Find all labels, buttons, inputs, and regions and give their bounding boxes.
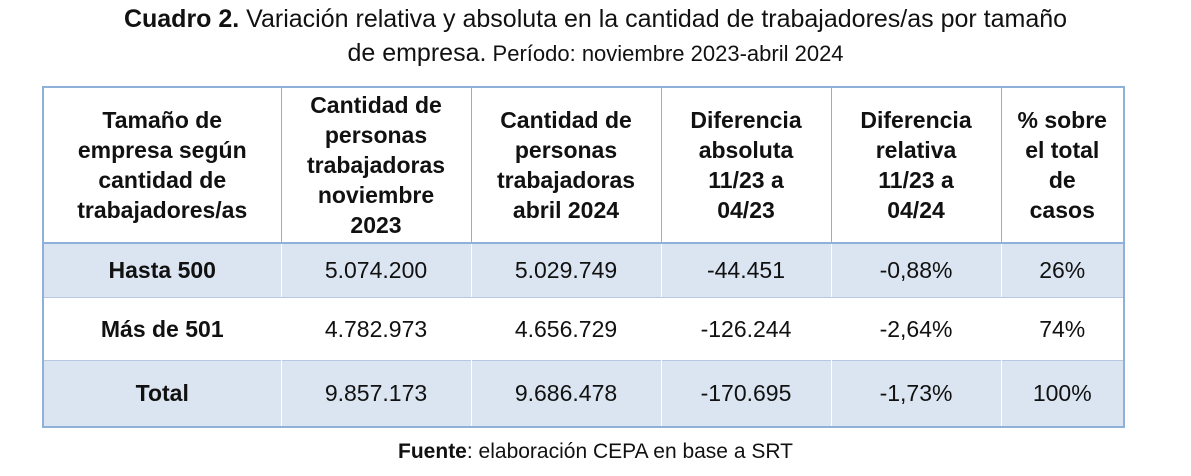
- table-cell: -44.451: [660, 243, 832, 298]
- table-row: Más de 501 4.782.973 4.656.729 -126.244 …: [42, 297, 1125, 361]
- source-label: Fuente: [398, 440, 467, 463]
- caption-label: Cuadro 2.: [123, 5, 240, 33]
- table-cell: 100%: [1000, 360, 1125, 428]
- table-cell: -1,73%: [830, 360, 1002, 428]
- row-label: Total: [42, 360, 282, 428]
- table-cell: -126.244: [660, 297, 832, 361]
- caption-line-2: de empresa. Período: noviembre 2023-abri…: [0, 36, 1191, 71]
- caption-title-line-1: Variación relativa y absoluta en la cant…: [239, 5, 1068, 33]
- table-cell: 4.656.729: [470, 297, 662, 361]
- caption-title-line-2: de empresa.: [347, 39, 487, 67]
- table-row: Hasta 500 5.074.200 5.029.749 -44.451 -0…: [42, 242, 1125, 298]
- header-company-size: Tamaño de empresa según cantidad de trab…: [42, 86, 282, 244]
- table-header-row: Tamaño de empresa según cantidad de trab…: [42, 86, 1125, 244]
- table-cell: -170.695: [660, 360, 832, 428]
- header-workers-apr-2024: Cantidad de personas trabajadoras abril …: [470, 86, 662, 244]
- header-workers-nov-2023: Cantidad de personas trabajadoras noviem…: [280, 86, 472, 244]
- header-percent-of-total: % sobre el total de casos: [1000, 86, 1125, 244]
- table-cell: 4.782.973: [280, 297, 472, 361]
- table-cell: 9.857.173: [280, 360, 472, 428]
- table-cell: 5.029.749: [470, 243, 662, 298]
- table-caption: Cuadro 2. Variación relativa y absoluta …: [0, 2, 1191, 71]
- row-label: Hasta 500: [42, 243, 282, 298]
- table-cell: -2,64%: [830, 297, 1002, 361]
- caption-period: Período: noviembre 2023-abril 2024: [486, 41, 844, 66]
- table-cell: 5.074.200: [280, 243, 472, 298]
- table-cell: 74%: [1000, 297, 1125, 361]
- header-absolute-difference: Diferencia absoluta 11/23 a 04/23: [660, 86, 832, 244]
- table-cell: -0,88%: [830, 243, 1002, 298]
- data-table: Tamaño de empresa según cantidad de trab…: [42, 86, 1125, 428]
- row-label: Más de 501: [42, 297, 282, 361]
- table-row-total: Total 9.857.173 9.686.478 -170.695 -1,73…: [42, 360, 1125, 428]
- source-note: Fuente: elaboración CEPA en base a SRT: [0, 439, 1191, 465]
- header-relative-difference: Diferencia relativa 11/23 a 04/24: [830, 86, 1002, 244]
- caption-line-1: Cuadro 2. Variación relativa y absoluta …: [0, 2, 1191, 36]
- source-text: : elaboración CEPA en base a SRT: [466, 440, 793, 463]
- table-cell: 26%: [1000, 242, 1125, 298]
- table-cell: 9.686.478: [470, 360, 662, 428]
